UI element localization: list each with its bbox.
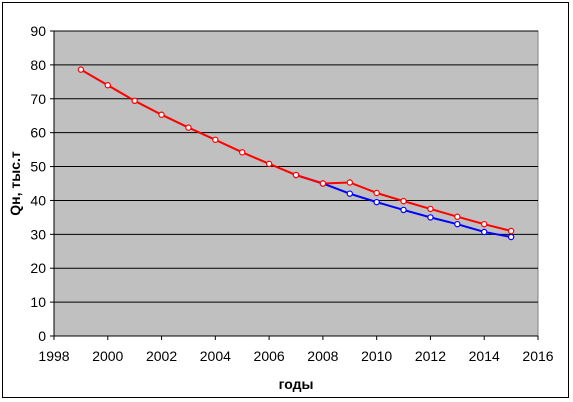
y-tick-label: 20 [30,260,46,276]
y-axis-title: Qн, тыс.т [7,151,23,216]
x-tick-label: 2008 [307,348,338,364]
x-tick-label: 2010 [361,348,392,364]
data-point [104,82,111,89]
x-tick-label: 1998 [38,348,69,364]
data-point [481,228,488,236]
plot-area [53,30,539,337]
data-point [346,190,353,197]
data-point [454,213,461,220]
data-point [212,136,219,143]
x-tick-label: 2012 [415,348,446,364]
data-point [507,227,515,235]
x-tick-label: 2014 [469,348,500,364]
x-tick-label: 2016 [522,348,553,364]
y-tick-label: 30 [30,226,46,242]
data-point [265,160,273,168]
data-point [427,205,434,213]
y-tick-label: 60 [30,125,46,141]
data-point [239,149,246,156]
x-tick-label: 2000 [92,348,123,364]
y-tick-label: 40 [30,192,46,208]
data-point [373,189,380,197]
data-point [346,179,353,186]
x-tick-label: 2002 [146,348,177,364]
data-point [427,214,434,221]
data-point [400,197,407,205]
data-point [292,171,300,179]
y-tick-label: 10 [30,294,46,310]
data-point [131,97,138,105]
y-tick-label: 70 [30,91,46,107]
y-tick-labels: 0 10 20 30 40 50 60 70 80 90 [30,23,54,344]
y-tick-label: 50 [30,159,46,175]
y-tick-label: 80 [30,57,46,73]
x-axis-title: годы [279,376,314,392]
data-point [373,198,380,206]
data-point [77,66,85,73]
y-tick-label: 0 [38,328,46,344]
data-point [158,111,165,118]
data-point [454,220,461,228]
data-point [185,124,192,131]
data-point [400,206,407,214]
data-point [319,180,327,187]
data-point [507,233,515,241]
series-group [77,66,515,241]
gridlines [53,30,538,337]
y-tick-label: 90 [30,23,46,39]
x-tick-labels: 1998 2000 2002 2004 2006 2008 2010 2012 2014 2016 [38,336,554,364]
x-tick-label: 2004 [200,348,231,364]
data-point [481,220,488,228]
x-tick-label: 2006 [254,348,285,364]
